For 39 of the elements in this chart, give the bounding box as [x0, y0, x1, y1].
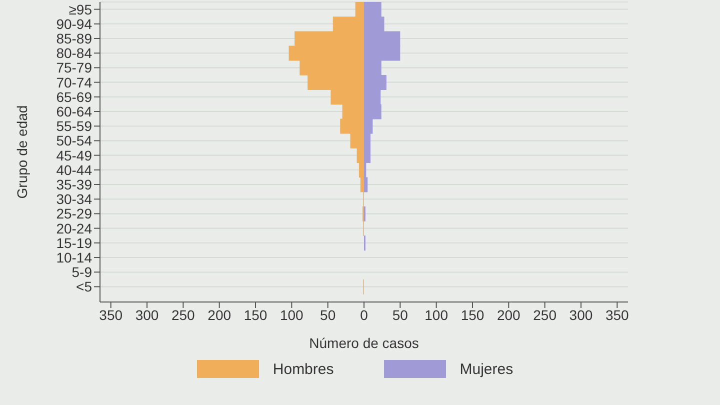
x-tick-label: 150	[460, 306, 484, 323]
legend-label: Hombres	[272, 360, 334, 378]
x-tick-label: 50	[320, 306, 336, 323]
y-tick-label: 35-39	[56, 176, 92, 192]
x-tick-label: 200	[496, 306, 521, 323]
y-tick-label: 85-89	[56, 30, 92, 46]
y-tick-label: 70-74	[56, 74, 92, 90]
y-tick-label: 30-34	[56, 191, 92, 208]
x-tick-label: 250	[533, 306, 557, 323]
y-tick-label: 55-59	[56, 118, 92, 134]
y-tick-label: 45-49	[56, 147, 92, 164]
y-tick-label: 90-94	[56, 16, 92, 32]
x-tick-label: 200	[208, 306, 232, 323]
x-tick-label: 100	[280, 306, 304, 323]
y-tick-label: 40-44	[56, 162, 92, 178]
x-tick-label: 350	[99, 306, 123, 323]
y-tick-label: 65-69	[56, 88, 92, 105]
legend-label: Mujeres	[460, 360, 514, 378]
x-tick-label: 100	[424, 306, 448, 323]
x-tick-label: 300	[135, 306, 159, 323]
y-tick-label: 75-79	[56, 60, 92, 76]
x-tick-label: 250	[172, 306, 196, 323]
y-tick-label: 10-14	[56, 249, 92, 266]
y-tick-label: 50-54	[56, 132, 92, 149]
y-tick-label: ≥95	[68, 1, 92, 18]
y-tick-label: <5	[76, 278, 92, 295]
x-tick-label: 300	[569, 306, 593, 323]
y-tick-label: 80-84	[56, 45, 92, 62]
x-tick-label: 0	[360, 306, 368, 323]
y-tick-label: 5-9	[72, 264, 92, 280]
y-tick-label: 25-29	[56, 206, 92, 222]
x-tick-label: 150	[244, 306, 268, 323]
y-tick-label: 20-24	[56, 220, 92, 236]
y-tick-label: 60-64	[56, 103, 92, 120]
y-tick-label: 15-19	[56, 234, 92, 251]
y-axis-title: Grupo de edad	[14, 105, 30, 199]
x-axis-title: Número de casos	[309, 335, 419, 351]
x-tick-label: 350	[605, 306, 630, 323]
x-tick-label: 50	[392, 306, 408, 323]
